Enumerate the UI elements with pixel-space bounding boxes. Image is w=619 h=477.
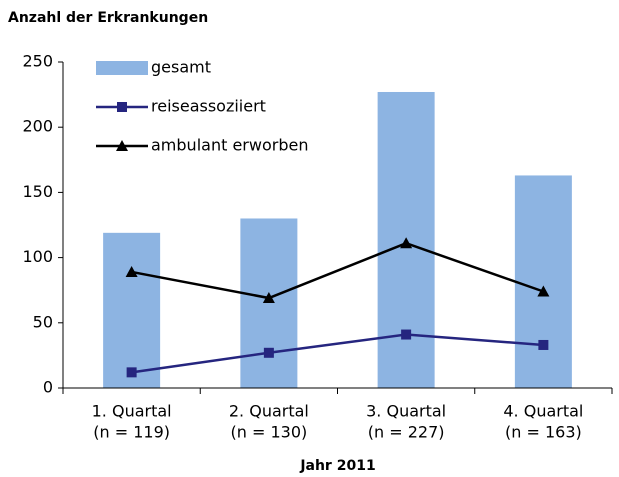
marker xyxy=(262,292,275,304)
bar xyxy=(103,232,161,388)
marker xyxy=(537,285,550,297)
chart-title: Anzahl der Erkrankungen xyxy=(8,10,208,26)
line xyxy=(131,241,544,300)
marker xyxy=(263,347,274,358)
marker xyxy=(125,265,138,277)
line xyxy=(131,333,544,374)
x-tick-label: 3. Quartal xyxy=(366,402,446,421)
bar xyxy=(240,218,298,388)
legend-marker xyxy=(116,140,128,151)
x-tick-label: (n = 227) xyxy=(368,423,445,442)
y-tick-label: 250 xyxy=(22,52,53,71)
marker xyxy=(538,339,549,350)
marker xyxy=(401,329,412,340)
legend-marker xyxy=(117,102,127,112)
x-tick-label: (n = 130) xyxy=(231,423,308,442)
x-tick-label: 4. Quartal xyxy=(503,402,583,421)
legend-swatch xyxy=(96,61,148,75)
legend-label: gesamt xyxy=(151,58,211,77)
y-tick-label: 200 xyxy=(22,117,53,136)
y-tick-label: 100 xyxy=(22,247,53,266)
x-tick-label: 2. Quartal xyxy=(229,402,309,421)
x-tick-label: 1. Quartal xyxy=(92,402,172,421)
x-tick-label: (n = 119) xyxy=(93,423,170,442)
legend-label: ambulant erworben xyxy=(151,136,308,155)
marker xyxy=(126,367,137,378)
marker xyxy=(400,237,413,249)
y-tick-label: 0 xyxy=(43,378,53,397)
x-axis-label: Jahr 2011 xyxy=(299,458,375,474)
bar xyxy=(514,175,572,388)
y-tick-label: 50 xyxy=(33,312,53,331)
y-tick-label: 150 xyxy=(22,182,53,201)
legend-label: reiseassoziiert xyxy=(151,97,266,116)
x-tick-label: (n = 163) xyxy=(505,423,582,442)
